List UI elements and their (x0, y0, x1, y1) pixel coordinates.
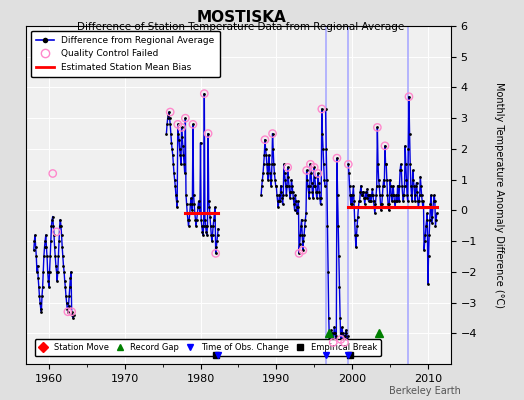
Point (336, 336, 345, 343)
Point (178, 124, 186, 130)
Point (306, 161, 314, 168)
Point (52, 229, 61, 235)
Point (299, 247, 307, 254)
Point (329, 339, 337, 346)
Point (212, 250, 220, 256)
Text: Difference of Station Temperature Data from Regional Average: Difference of Station Temperature Data f… (78, 22, 405, 32)
Point (268, 130, 277, 137)
Point (49, 170, 57, 177)
Point (295, 250, 303, 256)
Point (373, 124, 381, 130)
Text: MOSTISKA: MOSTISKA (196, 10, 286, 25)
Point (261, 136, 269, 143)
Point (341, 339, 349, 346)
Point (310, 164, 319, 170)
Point (344, 161, 353, 168)
Point (200, 90, 209, 97)
Point (318, 106, 326, 112)
Point (189, 121, 197, 128)
Point (68, 308, 76, 315)
Point (302, 167, 311, 174)
Point (381, 143, 389, 149)
Point (181, 115, 190, 121)
Legend: Station Move, Record Gap, Time of Obs. Change, Empirical Break: Station Move, Record Gap, Time of Obs. C… (35, 339, 381, 356)
Point (283, 164, 292, 170)
Point (204, 130, 212, 137)
Point (405, 94, 413, 100)
Point (173, 121, 182, 128)
Point (166, 109, 174, 115)
Text: Berkeley Earth: Berkeley Earth (389, 386, 461, 396)
Point (314, 170, 322, 177)
Point (333, 155, 341, 161)
Y-axis label: Monthly Temperature Anomaly Difference (°C): Monthly Temperature Anomaly Difference (… (494, 82, 504, 308)
Point (64, 308, 72, 315)
